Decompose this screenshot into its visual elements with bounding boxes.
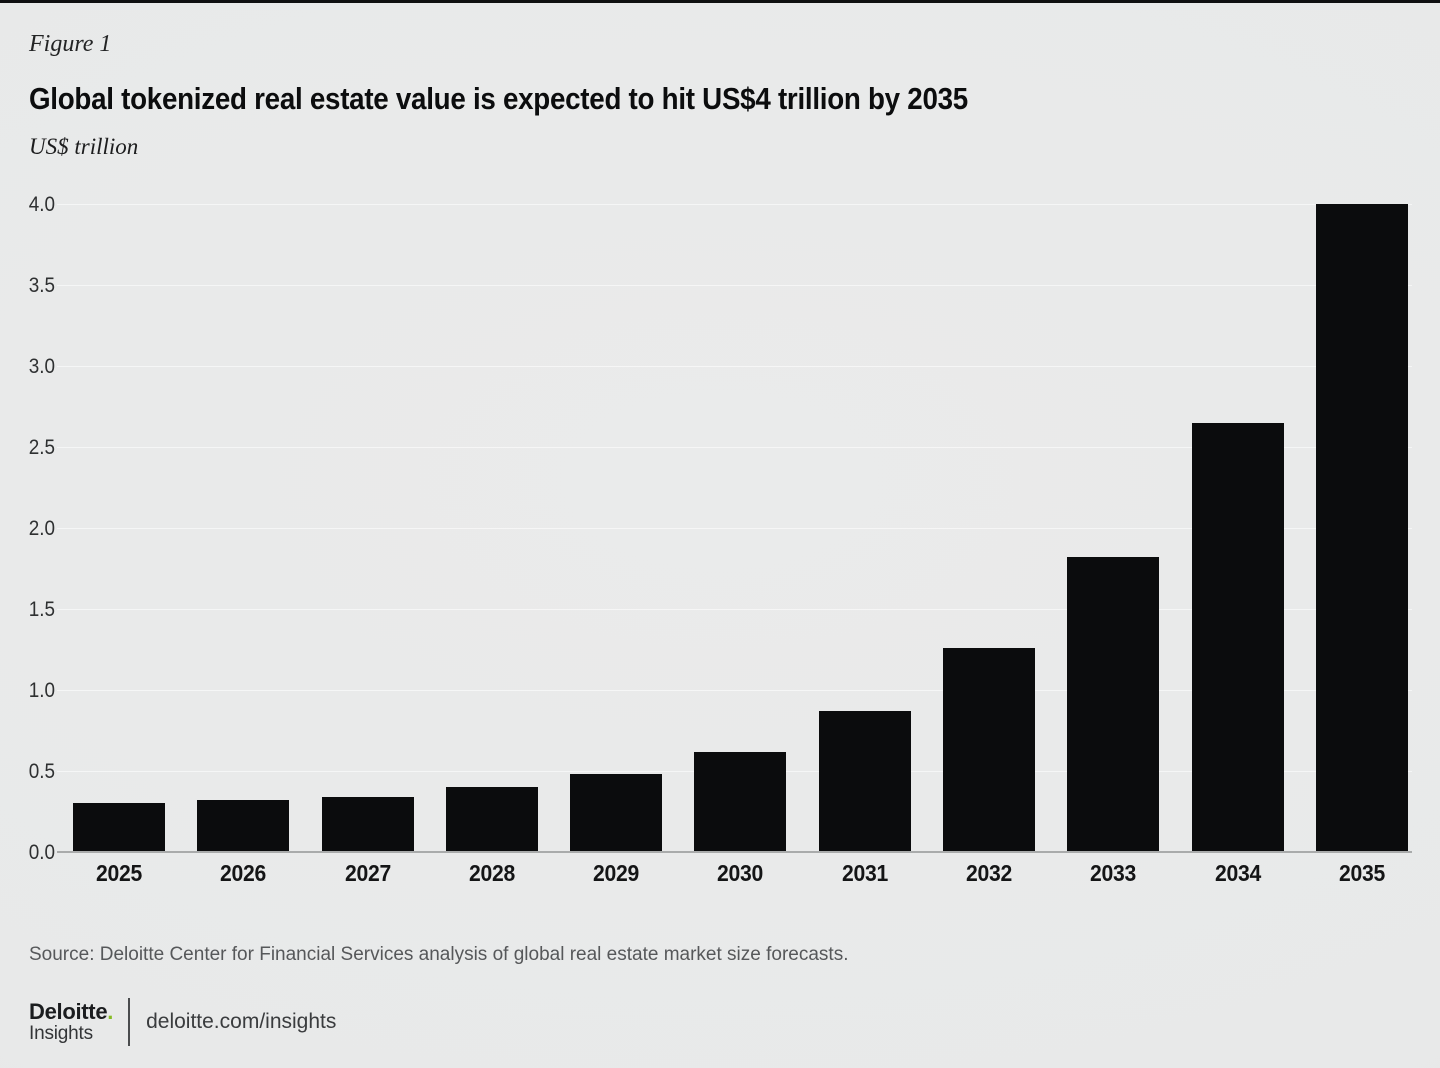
y-axis-tick-label: 0.5 <box>28 760 55 783</box>
deloitte-wordmark: Deloitte. <box>29 998 114 1024</box>
bar-2034 <box>1191 422 1284 852</box>
bar-2035 <box>1315 204 1408 852</box>
source-note: Source: Deloitte Center for Financial Se… <box>29 944 849 965</box>
gridline <box>57 365 1412 367</box>
bar-2029 <box>570 774 663 852</box>
bar-chart: 0.0 0.5 1.0 1.5 2.0 2.5 3.0 3.5 4.0 <box>0 193 1440 864</box>
footer: Deloitte. Insights deloitte.com/insights <box>29 998 1410 1046</box>
bars-group <box>73 204 1408 852</box>
y-axis-tick-label: 2.5 <box>28 436 55 459</box>
gridline <box>57 527 1412 529</box>
gridline <box>57 608 1412 610</box>
x-axis-label-2033: 2033 <box>1090 860 1137 886</box>
x-axis-label-2027: 2027 <box>344 860 391 886</box>
gridline <box>57 203 1412 205</box>
x-axis-label-2029: 2029 <box>593 860 640 886</box>
bar-2032 <box>943 647 1036 852</box>
figure-header: Figure 1 Global tokenized real estate va… <box>0 3 1440 160</box>
x-axis-line <box>57 851 1412 853</box>
x-axis-label-2032: 2032 <box>966 860 1013 886</box>
deloitte-green-dot: . <box>107 998 114 1024</box>
y-axis-tick-label: 3.0 <box>28 355 55 378</box>
x-axis-label-2026: 2026 <box>220 860 267 886</box>
top-border-strip <box>0 0 1440 3</box>
deloitte-wordmark-text: Deloitte <box>29 998 108 1024</box>
y-axis-unit-label: US$ trillion <box>29 134 139 159</box>
chart-title: Global tokenized real estate value is ex… <box>29 81 968 116</box>
x-axis-label-2034: 2034 <box>1214 860 1261 886</box>
x-axis-label-2030: 2030 <box>717 860 764 886</box>
figure-label: Figure 1 <box>29 31 112 57</box>
bar-2025 <box>73 803 165 852</box>
gridline <box>57 284 1412 286</box>
y-axis-tick-label: 2.0 <box>28 517 55 540</box>
deloitte-insights-url[interactable]: deloitte.com/insights <box>146 1010 337 1033</box>
y-axis-tick-label: 1.5 <box>28 598 55 621</box>
gridline <box>57 689 1412 691</box>
deloitte-insights-logo: Deloitte. Insights <box>29 998 114 1044</box>
bar-2028 <box>445 787 538 852</box>
x-axis-label-2028: 2028 <box>468 860 515 886</box>
x-axis-tick-labels: 2025 2026 2027 2028 2029 2030 2031 2032 2033 2034… <box>73 860 1408 887</box>
y-axis-tick-label: 4.0 <box>28 193 55 216</box>
x-axis-label-2035: 2035 <box>1338 860 1385 886</box>
y-axis-tick-label: 3.5 <box>28 274 55 297</box>
x-axis-label-2031: 2031 <box>841 860 888 886</box>
bar-2030 <box>694 751 787 852</box>
bar-2027 <box>321 796 414 852</box>
bar-2033 <box>1067 557 1160 852</box>
y-axis-tick-label: 1.0 <box>28 679 55 702</box>
y-axis-tick-label: 0.0 <box>28 841 55 864</box>
insights-wordmark: Insights <box>29 1022 93 1044</box>
bar-2031 <box>818 711 911 852</box>
x-axis-label-2025: 2025 <box>96 860 142 886</box>
footer-divider-line <box>128 998 131 1046</box>
gridline <box>57 446 1412 448</box>
bar-2026 <box>197 800 290 852</box>
